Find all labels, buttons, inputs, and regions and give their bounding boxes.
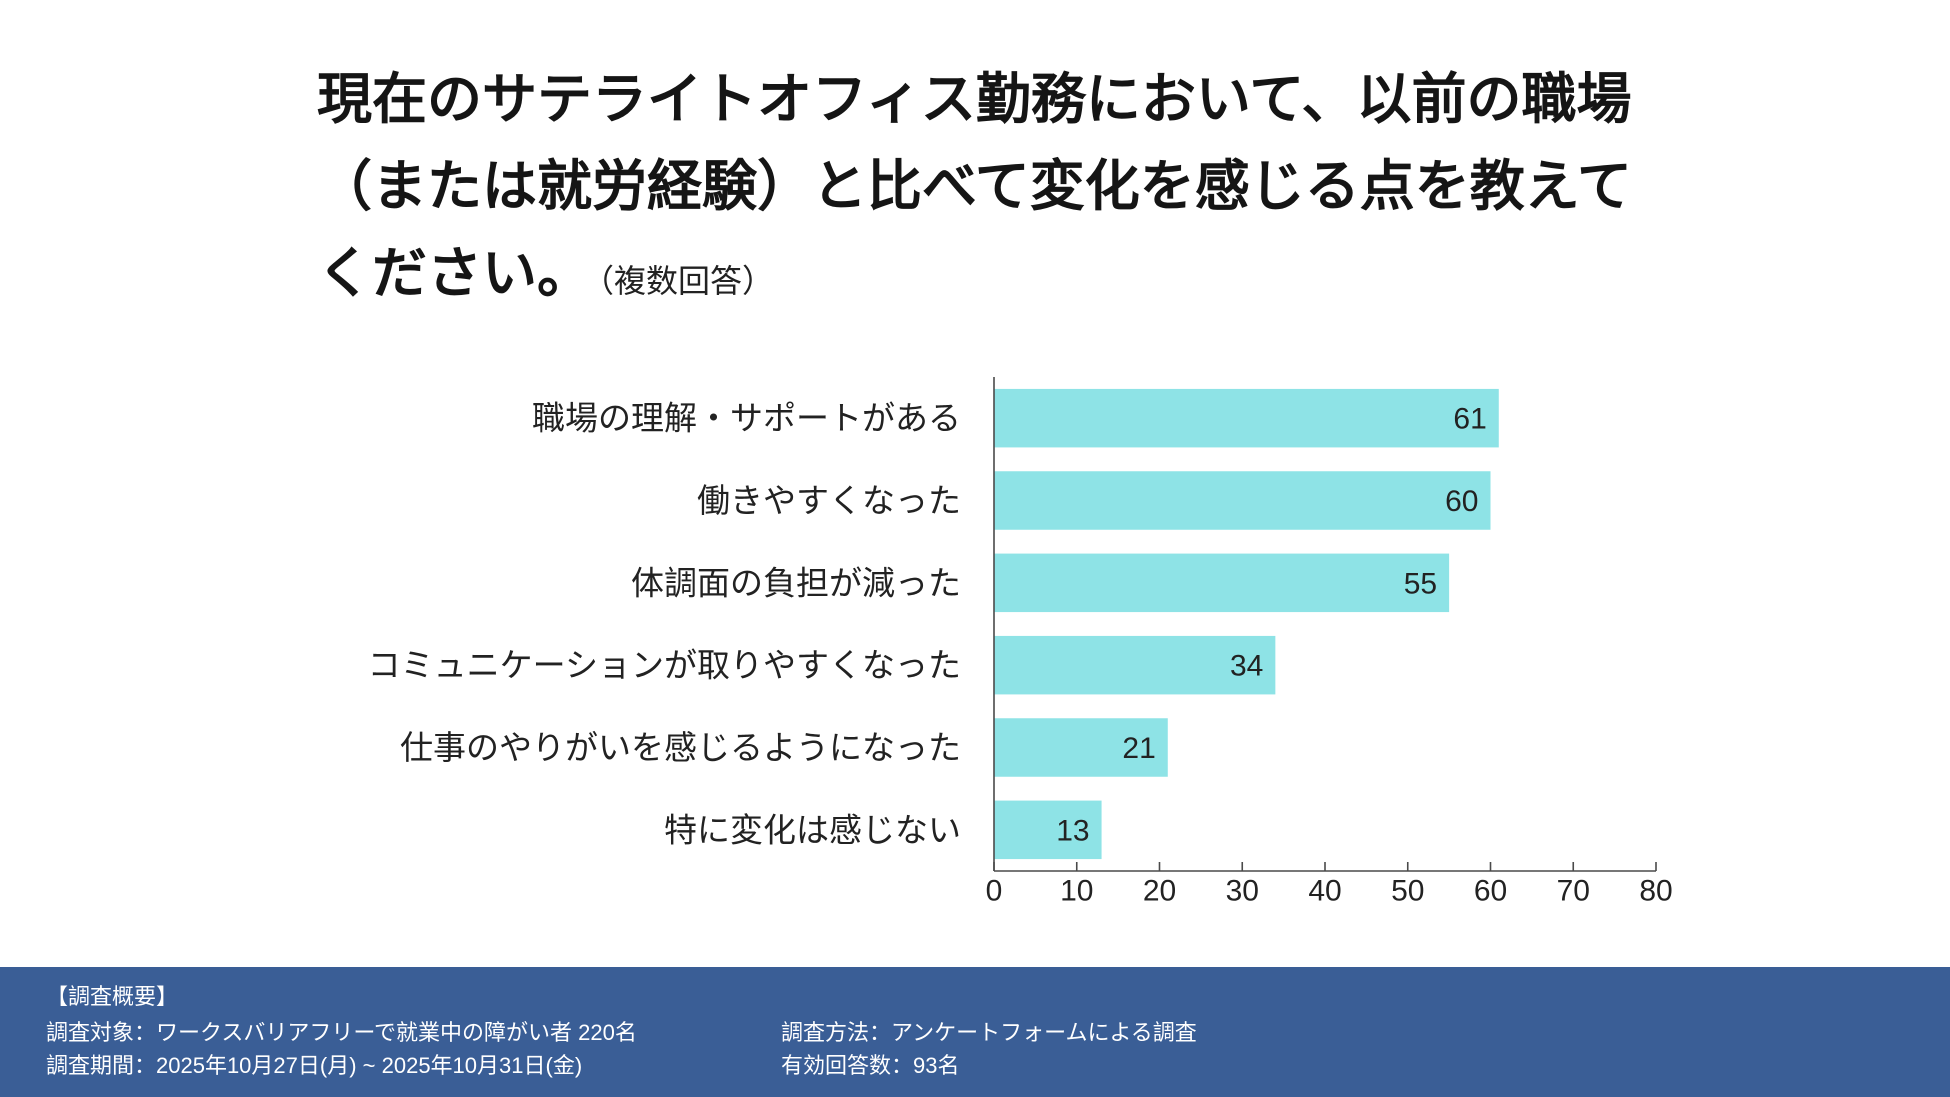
x-tick-label: 80 <box>1639 875 1672 908</box>
title-line-1: 現在のサテライトオフィス勤務において、以前の職場 <box>317 68 1632 130</box>
bar <box>994 800 1102 860</box>
title-line-3-text: ください。 <box>317 242 593 304</box>
survey-summary-footer: 【調査概要】 調査対象：ワークスバリアフリーで就業中の障がい者 220名 調査期… <box>0 967 1950 1097</box>
title-subtitle: （複数回答） <box>598 263 775 299</box>
x-tick-label: 10 <box>1060 875 1093 908</box>
category-label: コミュニケーションが取りやすくなった <box>368 647 961 684</box>
footer-survey-method: 調査方法：アンケートフォームによる調査 <box>781 1020 1197 1045</box>
x-tick-label: 40 <box>1308 875 1341 908</box>
bar-value-label: 21 <box>1122 732 1155 765</box>
x-tick-label: 20 <box>1143 875 1176 908</box>
bar-value-label: 55 <box>1404 567 1437 600</box>
x-tick-label: 30 <box>1226 875 1259 908</box>
category-label: 特に変化は感じない <box>664 811 961 848</box>
bar-value-label: 34 <box>1230 650 1263 683</box>
bar-value-label: 13 <box>1056 814 1089 847</box>
footer-survey-target: 調査対象：ワークスバリアフリーで就業中の障がい者 220名 <box>46 1020 637 1045</box>
x-tick-label: 0 <box>986 875 1003 908</box>
bar <box>994 718 1168 777</box>
bar <box>994 635 1276 695</box>
bar-value-label: 61 <box>1453 403 1486 436</box>
x-tick-label: 50 <box>1391 875 1424 908</box>
x-tick-label: 70 <box>1557 875 1590 908</box>
horizontal-bar-chart: 職場の理解・サポートがある 61 働きやすくなった 60 体調面の負担が減った 55 コミュ… <box>368 377 1673 908</box>
category-label: 体調面の負担が減った <box>631 564 961 601</box>
bar-value-label: 60 <box>1445 485 1478 518</box>
bar <box>994 388 1499 448</box>
footer-survey-period: 調査期間：2025年10月27日(月) ~ 2025年10月31日(金) <box>46 1053 583 1078</box>
category-label: 職場の理解・サポートがある <box>532 400 961 437</box>
footer-heading: 【調査概要】 <box>46 984 179 1009</box>
title-line-2: （または就労経験）と比べて変化を感じる点を教えて <box>317 155 1633 217</box>
x-tick-label: 60 <box>1474 875 1507 908</box>
title-line-3: ください。 （複数回答） <box>317 230 1632 317</box>
footer-valid-responses: 有効回答数：93名 <box>781 1053 960 1078</box>
page-title: 現在のサテライトオフィス勤務において、以前の職場 （または就労経験）と比べて変化… <box>317 56 1632 317</box>
category-label: 仕事のやりがいを感じるようになった <box>400 729 961 766</box>
category-label: 働きやすくなった <box>697 482 961 519</box>
bar <box>994 553 1450 613</box>
bar <box>994 471 1491 530</box>
